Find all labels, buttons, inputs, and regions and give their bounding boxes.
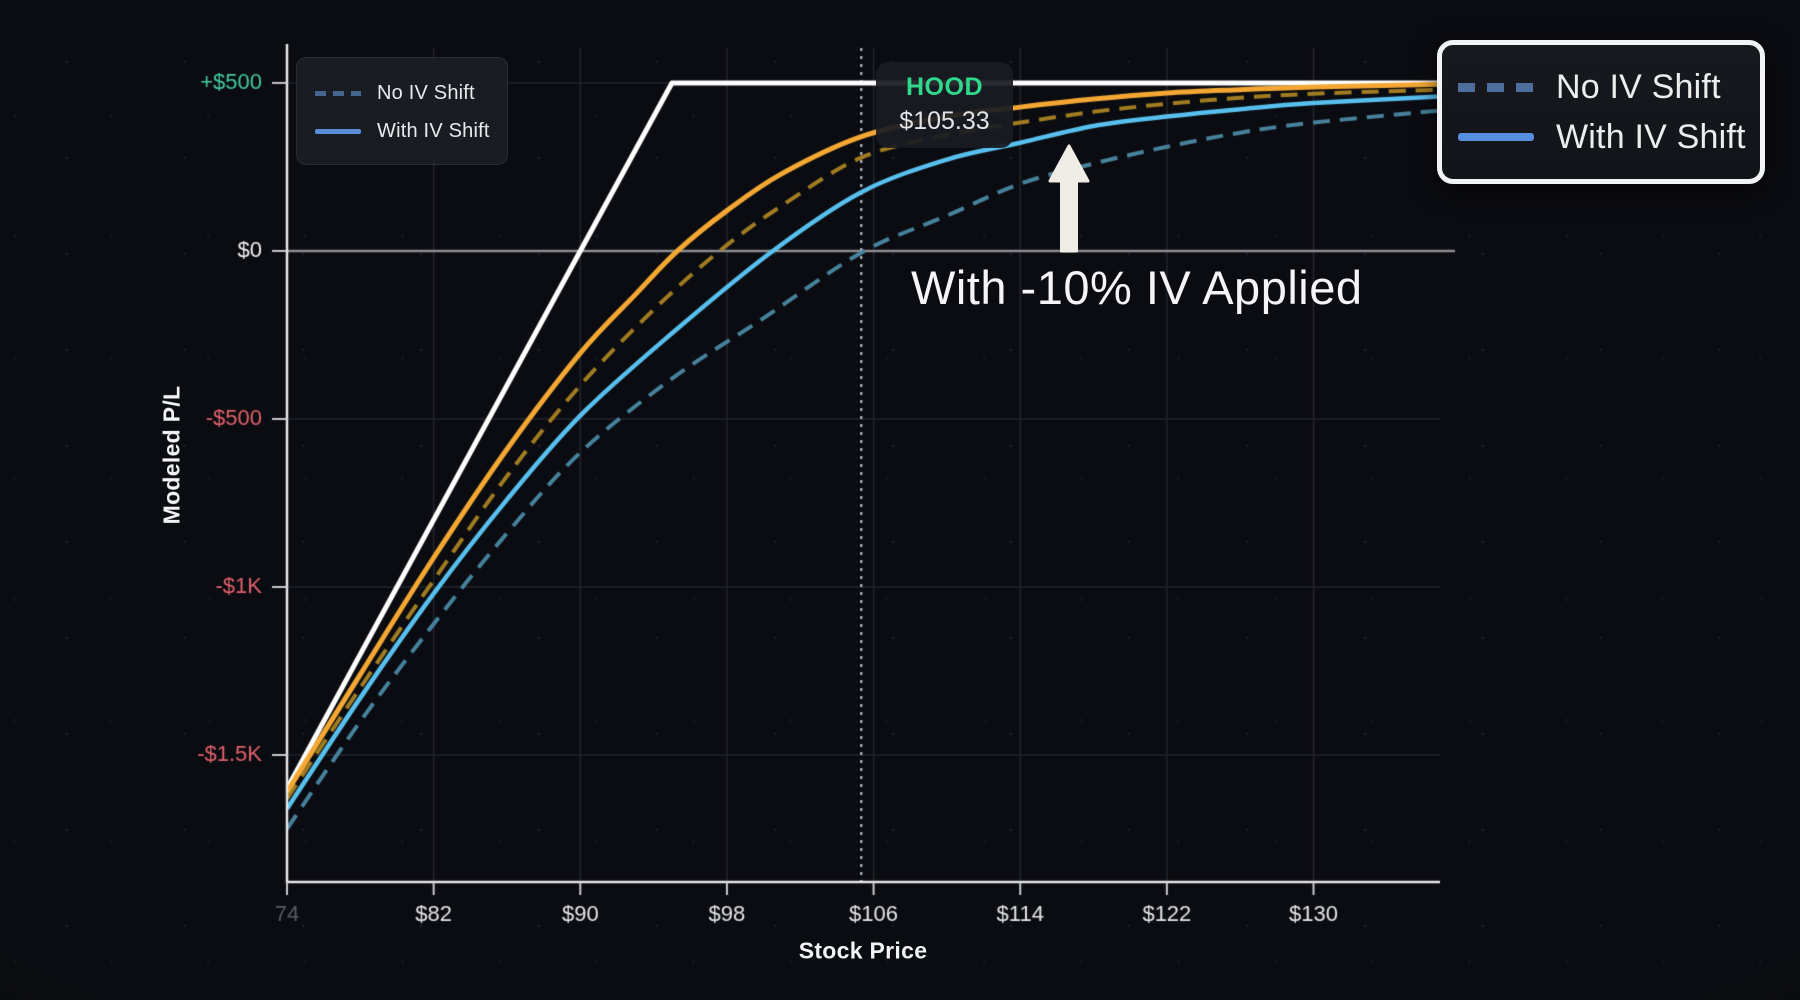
price-tooltip: HOOD $105.33 <box>876 62 1013 148</box>
with-iv-shift-solid-swatch <box>1458 133 1534 141</box>
ticker-price: $105.33 <box>899 107 990 135</box>
iv-annotation: With -10% IV Applied <box>911 261 1363 314</box>
legend-label: No IV Shift <box>377 81 475 104</box>
x-axis-title: Stock Price <box>798 937 928 964</box>
legend-label: With IV Shift <box>1556 117 1746 156</box>
chart-legend: No IV Shift With IV Shift <box>296 57 508 165</box>
ticker-symbol: HOOD <box>906 73 983 101</box>
magnified-legend-item-no-iv-shift: No IV Shift <box>1458 62 1760 112</box>
no-iv-shift-dashed-swatch <box>1458 82 1534 92</box>
magnified-legend: No IV Shift With IV Shift <box>1437 40 1765 184</box>
legend-label: No IV Shift <box>1556 67 1721 106</box>
legend-label: With IV Shift <box>377 119 490 142</box>
with-iv-shift-solid-swatch <box>315 128 361 134</box>
no-iv-shift-dashed-swatch <box>315 90 361 96</box>
magnified-legend-item-with-iv-shift: With IV Shift <box>1458 112 1760 162</box>
legend-item-with-iv-shift[interactable]: With IV Shift <box>315 112 507 150</box>
legend-item-no-iv-shift[interactable]: No IV Shift <box>315 74 507 112</box>
up-arrow-icon <box>1048 144 1090 253</box>
y-axis-title: Modeled P/L <box>158 385 185 525</box>
